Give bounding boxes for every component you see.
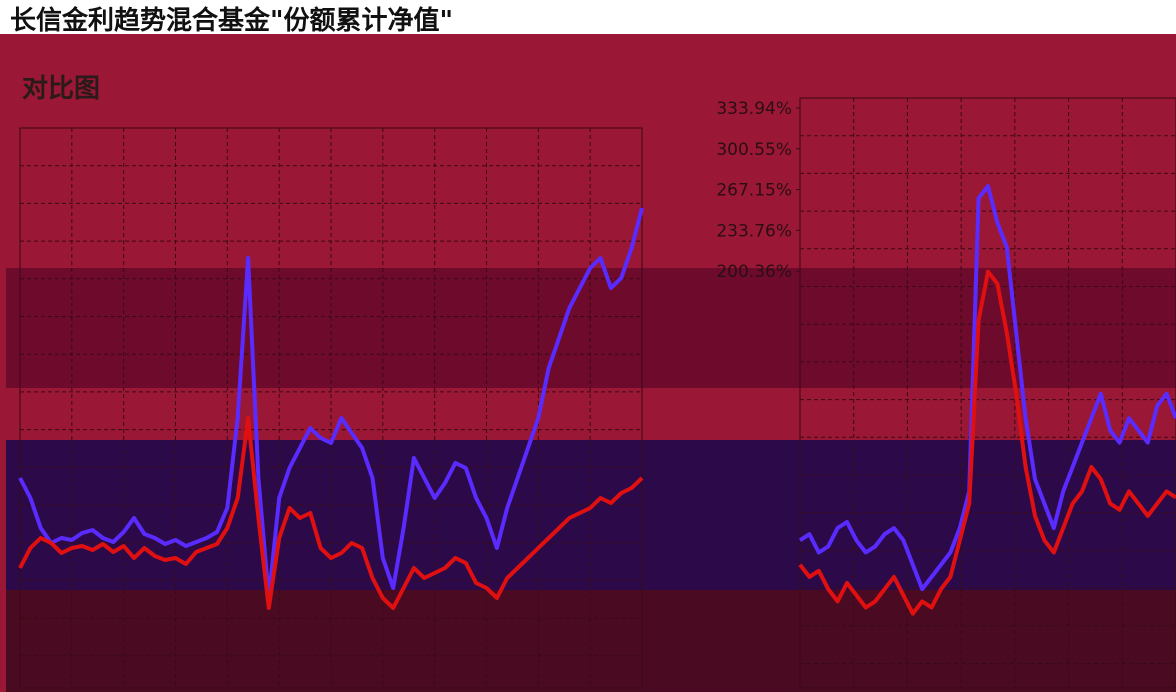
series-line-benchmark <box>18 416 644 610</box>
page-title: 长信金利趋势混合基金"份额累计净值" <box>10 6 454 36</box>
y-tick-label: 200.36% <box>716 262 792 282</box>
y-tick-label: 233.76% <box>716 221 792 241</box>
glitch-band-lower <box>6 590 1176 692</box>
series-line-fund <box>798 184 1176 592</box>
glitch-band-middle <box>6 440 1176 590</box>
y-tick-label: 300.55% <box>716 140 792 160</box>
left-chart <box>18 127 644 689</box>
glitch-band-upper <box>6 268 1176 388</box>
y-tick-label: 333.94% <box>716 99 792 119</box>
series-line-benchmark <box>798 269 1176 616</box>
y-tick-label: 267.15% <box>716 181 792 201</box>
right-chart: 333.94% 300.55% 267.15% 233.76% 200.36% <box>716 97 1176 689</box>
page-subtitle: 对比图 <box>22 74 101 104</box>
plot-frame <box>799 97 1176 689</box>
series-line-fund <box>18 207 644 600</box>
